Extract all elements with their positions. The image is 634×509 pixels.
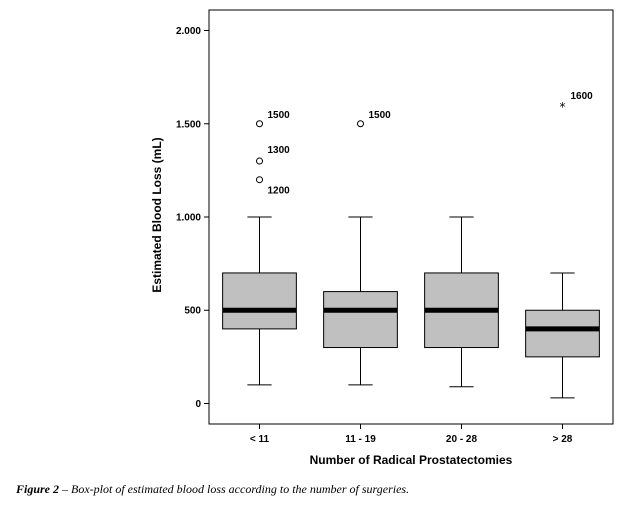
x-axis-title: Number of Radical Prostatectomies <box>310 453 513 467</box>
outlier-marker <box>357 120 364 128</box>
outlier-marker <box>256 157 263 165</box>
outlier-label: 1600 <box>571 91 594 102</box>
outlier-marker <box>256 176 263 184</box>
box-iqr <box>222 272 297 330</box>
y-tick-label: 1.000 <box>176 213 201 224</box>
caption-text: Box-plot of estimated blood loss accordi… <box>71 482 410 496</box>
box-iqr <box>323 291 398 349</box>
outlier-label: 1300 <box>268 145 291 156</box>
outlier-label: 1500 <box>369 110 392 121</box>
y-tick-label: 0 <box>195 399 201 410</box>
extreme-outlier-marker: * <box>560 100 566 114</box>
box-group <box>424 216 499 388</box>
caption-label: Figure 2 <box>16 482 60 496</box>
outlier-label: 1200 <box>268 186 291 197</box>
figure-caption: Figure 2 – Box-plot of estimated blood l… <box>16 482 626 497</box>
y-axis: 0 500 1.000 1.500 2.000 <box>176 26 209 410</box>
x-tick-label: < 11 <box>250 434 270 445</box>
box-plot-chart: 0 500 1.000 1.500 2.000 < 11 11 - 19 20 - 28 > … <box>150 9 614 467</box>
box-group: 1500 1300 1200 <box>222 110 297 386</box>
box-group: * 1600 <box>525 91 600 399</box>
box-iqr <box>525 309 600 358</box>
y-tick-label: 2.000 <box>176 26 201 37</box>
x-tick-label: 20 - 28 <box>446 434 478 445</box>
outlier-label: 1500 <box>268 110 291 121</box>
box-group: 1500 <box>323 110 398 386</box>
boxes: 1500 1300 1200 1500 * 1600 <box>222 91 600 399</box>
caption-separator: – <box>59 482 72 496</box>
y-tick-label: 1.500 <box>176 119 201 130</box>
x-tick-label: > 28 <box>553 434 573 445</box>
x-tick-label: 11 - 19 <box>345 434 376 445</box>
outlier-marker <box>256 120 263 128</box>
y-axis-title: Estimated Blood Loss (mL) <box>150 137 164 292</box>
x-axis: < 11 11 - 19 20 - 28 > 28 <box>250 424 573 445</box>
y-tick-label: 500 <box>184 306 201 317</box>
